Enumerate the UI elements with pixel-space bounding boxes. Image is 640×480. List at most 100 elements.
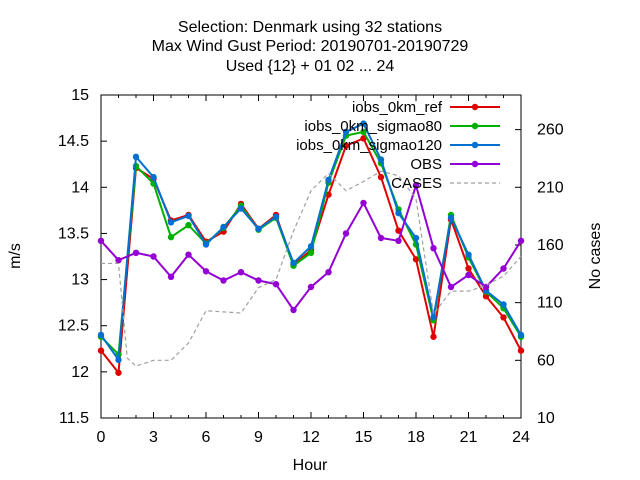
data-point-iobs_0km_sigmao120 [395, 209, 402, 217]
data-point-obs [132, 249, 140, 257]
legend: iobs_0km_ref iobs_0km_sigmao80 iobs_0km_si… [296, 99, 500, 192]
x-tick-label: 15 [355, 429, 373, 446]
x-tick-label: 9 [254, 429, 263, 446]
data-point-iobs_0km_sigmao120 [342, 128, 350, 136]
x-tick-label: 24 [512, 429, 530, 446]
y2-tick-label: 10 [537, 410, 555, 427]
y-tick-label: 11.5 [59, 410, 89, 427]
x-tick-label: 18 [407, 429, 425, 446]
data-point-iobs_0km_ref [395, 227, 402, 234]
data-point-iobs_0km_sigmao120 [307, 243, 315, 250]
data-point-obs [167, 273, 175, 281]
series-line-cases [101, 170, 522, 367]
data-point-iobs_0km_sigmao120 [97, 331, 105, 339]
data-point-obs [150, 253, 157, 260]
data-point-obs [395, 237, 402, 245]
x-axis-label: Hour [293, 457, 328, 474]
plot-series [97, 120, 525, 376]
data-point-obs [115, 256, 122, 264]
data-point-iobs_0km_ref [517, 347, 525, 354]
y-tick-label: 12 [71, 364, 89, 381]
data-point-iobs_0km_sigmao80 [167, 233, 175, 241]
y2-tick-label: 160 [537, 237, 564, 254]
data-point-obs [430, 244, 437, 252]
data-point-iobs_0km_sigmao120 [150, 173, 157, 181]
data-point-iobs_0km_ref [412, 256, 420, 263]
data-point-iobs_0km_sigmao120 [465, 251, 472, 258]
legend-label: iobs_0km_ref [352, 99, 443, 116]
data-point-iobs_0km_sigmao120 [412, 234, 420, 242]
y-tick-label: 14 [71, 179, 89, 196]
title-line-3: Used {12} + 01 02 ... 24 [226, 58, 395, 75]
y-tick-label: 15 [71, 87, 89, 104]
data-point-iobs_0km_sigmao120 [517, 331, 525, 339]
x-tick-label: 12 [302, 429, 320, 446]
data-point-obs [465, 271, 472, 279]
data-point-obs [412, 182, 420, 189]
axis-ticks: 0 3 6 9 12 15 18 21 24 11.5 12 12.5 13 13.5 14 14.5 15 10… [58, 87, 564, 446]
x-tick-label: 21 [460, 429, 478, 446]
x-tick-label: 3 [149, 429, 158, 446]
legend-label: iobs_0km_sigmao80 [304, 118, 442, 135]
x-tick-label: 0 [97, 429, 106, 446]
title-line-1: Selection: Denmark using 32 stations [178, 19, 442, 36]
data-point-obs [325, 268, 332, 276]
data-point-iobs_0km_sigmao120 [185, 212, 192, 220]
data-point-iobs_0km_sigmao120 [430, 314, 437, 321]
legend-swatch-marker [471, 160, 479, 168]
data-point-obs [185, 251, 192, 258]
legend-swatch-marker [471, 141, 479, 149]
data-point-iobs_0km_ref [377, 173, 385, 181]
y-tick-label: 13 [71, 272, 89, 289]
data-point-obs [307, 283, 315, 291]
y2-tick-label: 110 [537, 295, 563, 312]
y2-axis-label: No cases [587, 223, 604, 290]
data-point-iobs_0km_sigmao80 [307, 249, 315, 257]
data-point-obs [342, 230, 350, 237]
legend-label: iobs_0km_sigmao120 [296, 137, 442, 154]
data-point-iobs_0km_ref [500, 314, 507, 321]
data-point-iobs_0km_ref [482, 292, 490, 300]
y-axis-label: m/s [7, 243, 24, 269]
data-point-iobs_0km_sigmao120 [500, 301, 507, 308]
legend-label: CASES [391, 175, 442, 192]
chart-title: Selection: Denmark using 32 stations Max… [152, 19, 469, 75]
data-point-iobs_0km_sigmao120 [220, 223, 227, 231]
y-tick-label: 12.5 [58, 318, 89, 335]
data-point-obs [517, 237, 525, 245]
data-point-iobs_0km_sigmao120 [325, 176, 332, 184]
data-point-iobs_0km_ref [97, 347, 105, 354]
data-point-obs [482, 283, 490, 291]
data-point-iobs_0km_ref [342, 142, 350, 149]
title-line-2: Max Wind Gust Period: 20190701-20190729 [152, 38, 469, 55]
y2-tick-label: 60 [537, 352, 555, 369]
data-point-iobs_0km_sigmao80 [185, 221, 192, 229]
data-point-obs [447, 283, 455, 291]
data-point-obs [360, 199, 367, 207]
data-point-obs [97, 237, 105, 245]
legend-swatch-marker [471, 122, 479, 130]
data-point-iobs_0km_sigmao120 [447, 214, 455, 221]
data-point-iobs_0km_sigmao120 [237, 205, 245, 212]
data-point-iobs_0km_sigmao120 [202, 241, 210, 248]
data-point-obs [202, 268, 210, 275]
data-point-obs [220, 277, 227, 284]
data-point-iobs_0km_sigmao120 [290, 259, 297, 267]
x-tick-label: 6 [202, 429, 211, 446]
y2-tick-label: 210 [537, 179, 564, 196]
data-point-obs [237, 268, 245, 276]
data-point-iobs_0km_ref [115, 369, 122, 376]
data-point-obs [377, 234, 385, 242]
data-point-iobs_0km_sigmao120 [272, 213, 280, 221]
data-point-obs [290, 306, 297, 314]
data-point-iobs_0km_ref [465, 265, 472, 272]
data-point-iobs_0km_sigmao120 [167, 219, 175, 226]
y-tick-label: 13.5 [58, 225, 89, 242]
legend-swatch-marker [471, 103, 479, 111]
data-point-obs [272, 280, 280, 288]
y-tick-label: 14.5 [58, 133, 89, 150]
data-point-iobs_0km_sigmao120 [255, 225, 262, 233]
y2-tick-label: 260 [537, 122, 564, 139]
data-point-iobs_0km_sigmao120 [377, 156, 385, 163]
